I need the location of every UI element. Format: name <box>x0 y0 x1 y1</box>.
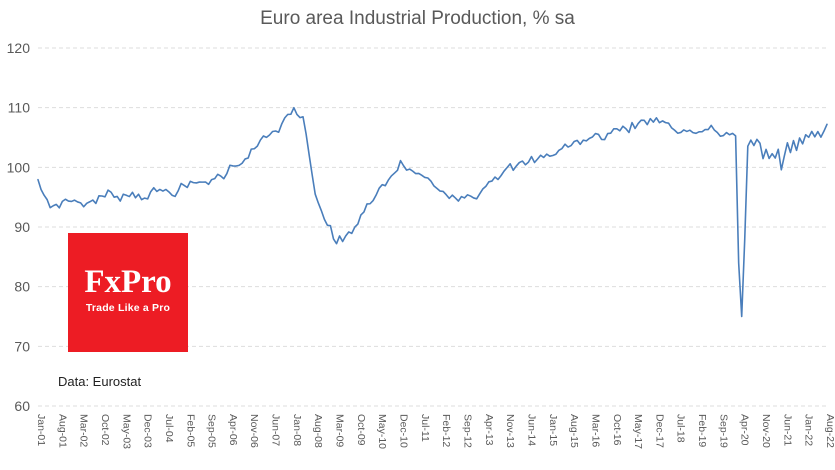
svg-text:Apr-20: Apr-20 <box>739 414 751 446</box>
svg-text:Oct-09: Oct-09 <box>355 414 367 446</box>
svg-text:80: 80 <box>14 279 30 295</box>
svg-text:May-03: May-03 <box>120 414 132 449</box>
svg-text:70: 70 <box>14 338 30 354</box>
svg-text:Jan-15: Jan-15 <box>547 414 559 446</box>
svg-text:Jul-04: Jul-04 <box>163 414 175 443</box>
svg-text:May-17: May-17 <box>632 414 644 449</box>
svg-text:Mar-16: Mar-16 <box>589 414 601 447</box>
svg-text:Jan-01: Jan-01 <box>35 414 47 446</box>
svg-text:May-10: May-10 <box>376 414 388 449</box>
svg-text:Oct-02: Oct-02 <box>99 414 111 446</box>
svg-text:Jul-11: Jul-11 <box>419 414 431 442</box>
svg-text:Jun-07: Jun-07 <box>270 414 282 446</box>
svg-text:Oct-16: Oct-16 <box>611 414 623 446</box>
svg-text:90: 90 <box>14 219 30 235</box>
svg-text:Dec-03: Dec-03 <box>142 414 154 448</box>
svg-text:Dec-17: Dec-17 <box>653 414 665 448</box>
svg-text:Mar-09: Mar-09 <box>334 414 346 447</box>
svg-text:Feb-05: Feb-05 <box>184 414 196 447</box>
svg-text:Sep-05: Sep-05 <box>206 414 218 448</box>
svg-text:Nov-06: Nov-06 <box>248 414 260 448</box>
svg-text:Apr-06: Apr-06 <box>227 414 239 446</box>
svg-text:Feb-19: Feb-19 <box>696 414 708 447</box>
svg-text:Jun-21: Jun-21 <box>781 414 793 446</box>
svg-text:Mar-02: Mar-02 <box>78 414 90 447</box>
svg-text:Jan-22: Jan-22 <box>803 414 815 446</box>
svg-text:Aug-08: Aug-08 <box>312 414 324 448</box>
svg-text:120: 120 <box>7 40 31 56</box>
svg-text:Sep-12: Sep-12 <box>461 414 473 448</box>
svg-text:Aug-01: Aug-01 <box>56 414 68 448</box>
svg-text:Sep-19: Sep-19 <box>717 414 729 448</box>
svg-text:Nov-13: Nov-13 <box>504 414 516 448</box>
svg-text:Nov-20: Nov-20 <box>760 414 772 448</box>
svg-text:100: 100 <box>7 159 31 175</box>
svg-text:Feb-12: Feb-12 <box>440 414 452 447</box>
svg-text:Dec-10: Dec-10 <box>398 414 410 448</box>
svg-text:Jun-14: Jun-14 <box>525 414 537 446</box>
svg-text:110: 110 <box>8 100 31 116</box>
svg-text:60: 60 <box>14 398 30 414</box>
svg-text:Jan-08: Jan-08 <box>291 414 303 446</box>
svg-text:Aug-15: Aug-15 <box>568 414 580 448</box>
svg-text:Jul-18: Jul-18 <box>675 414 687 443</box>
svg-text:Apr-13: Apr-13 <box>483 414 495 446</box>
svg-text:Aug-22: Aug-22 <box>824 414 835 448</box>
